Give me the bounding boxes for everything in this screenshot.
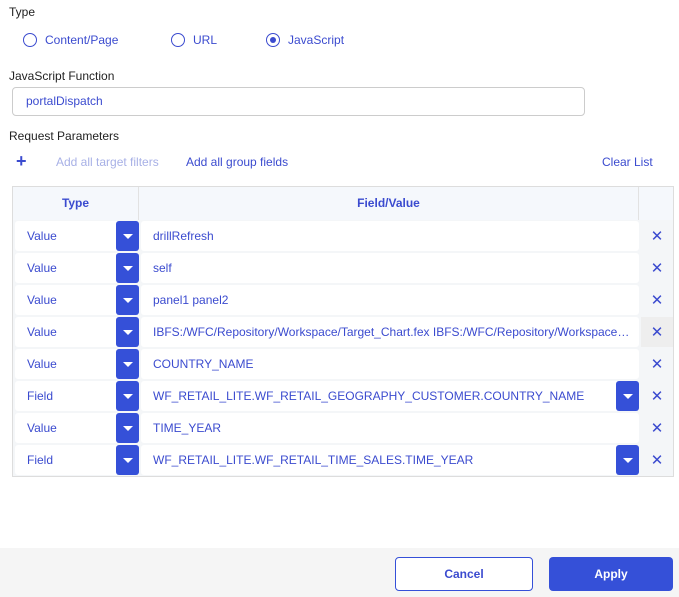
radio-circle-icon (171, 33, 185, 47)
table-row: Value TIME_YEAR ✕ (15, 413, 673, 443)
remove-row-x-icon[interactable]: ✕ (641, 317, 673, 347)
add-group-fields-button[interactable]: Add all group fields (186, 155, 289, 169)
radio-label: JavaScript (288, 33, 345, 47)
js-function-input[interactable]: portalDispatch (12, 87, 585, 116)
table-row: Value COUNTRY_NAME ✕ (15, 349, 673, 379)
type-dropdown-button[interactable] (116, 445, 139, 475)
field-value-input[interactable]: self (141, 253, 639, 283)
apply-button[interactable]: Apply (549, 557, 673, 591)
table-row: Field WF_RETAIL_LITE.WF_RETAIL_TIME_SALE… (15, 445, 673, 475)
type-dropdown-button[interactable] (116, 221, 139, 251)
table-row: Value drillRefresh ✕ (15, 221, 673, 251)
type-label: Type (9, 5, 36, 19)
radio-url[interactable]: URL (171, 33, 217, 47)
js-function-label: JavaScript Function (9, 69, 115, 83)
remove-row-x-icon[interactable]: ✕ (650, 292, 664, 309)
type-dropdown-button[interactable] (116, 285, 139, 315)
radio-circle-icon (23, 33, 37, 47)
plus-icon[interactable]: + (16, 151, 27, 171)
radio-label: Content/Page (45, 33, 119, 47)
field-dropdown-button[interactable] (616, 381, 639, 411)
cancel-button[interactable]: Cancel (395, 557, 533, 591)
table-row: Value self ✕ (15, 253, 673, 283)
field-dropdown-button[interactable] (616, 445, 639, 475)
radio-checked-icon (266, 33, 280, 47)
add-target-filters-button[interactable]: Add all target filters (56, 155, 159, 169)
field-value-input[interactable]: drillRefresh (141, 221, 639, 251)
field-value-input[interactable]: panel1 panel2 (141, 285, 639, 315)
field-value-input[interactable]: IBFS:/WFC/Repository/Workspace/Target_Ch… (141, 317, 639, 347)
radio-javascript[interactable]: JavaScript (266, 33, 344, 47)
type-dropdown-button[interactable] (116, 253, 139, 283)
field-value-input[interactable]: WF_RETAIL_LITE.WF_RETAIL_TIME_SALES.TIME… (141, 445, 639, 475)
table-row: Field WF_RETAIL_LITE.WF_RETAIL_GEOGRAPHY… (15, 381, 673, 411)
remove-row-x-icon[interactable]: ✕ (650, 388, 664, 405)
field-value-input[interactable]: WF_RETAIL_LITE.WF_RETAIL_GEOGRAPHY_CUSTO… (141, 381, 639, 411)
remove-row-x-icon[interactable]: ✕ (650, 228, 664, 245)
remove-row-x-icon[interactable]: ✕ (650, 356, 664, 373)
remove-row-x-icon[interactable]: ✕ (650, 260, 664, 277)
type-dropdown-button[interactable] (116, 349, 139, 379)
radio-content-page[interactable]: Content/Page (23, 33, 118, 47)
remove-row-x-icon[interactable]: ✕ (650, 452, 664, 469)
header-actions (639, 187, 673, 220)
field-value-input[interactable]: COUNTRY_NAME (141, 349, 639, 379)
remove-row-x-icon[interactable]: ✕ (650, 420, 664, 437)
table-row: Value panel1 panel2 ✕ (15, 285, 673, 315)
type-dropdown-button[interactable] (116, 413, 139, 443)
radio-label: URL (193, 33, 218, 47)
field-value-input[interactable]: TIME_YEAR (141, 413, 639, 443)
params-table: Type Field/Value Value drillRefresh ✕ Val… (12, 186, 674, 477)
type-dropdown-button[interactable] (116, 381, 139, 411)
header-type: Type (13, 187, 139, 220)
request-params-label: Request Parameters (9, 129, 120, 143)
type-dropdown-button[interactable] (116, 317, 139, 347)
table-row: Value IBFS:/WFC/Repository/Workspace/Tar… (15, 317, 673, 347)
header-field-value: Field/Value (139, 187, 639, 220)
clear-list-button[interactable]: Clear List (602, 155, 653, 169)
